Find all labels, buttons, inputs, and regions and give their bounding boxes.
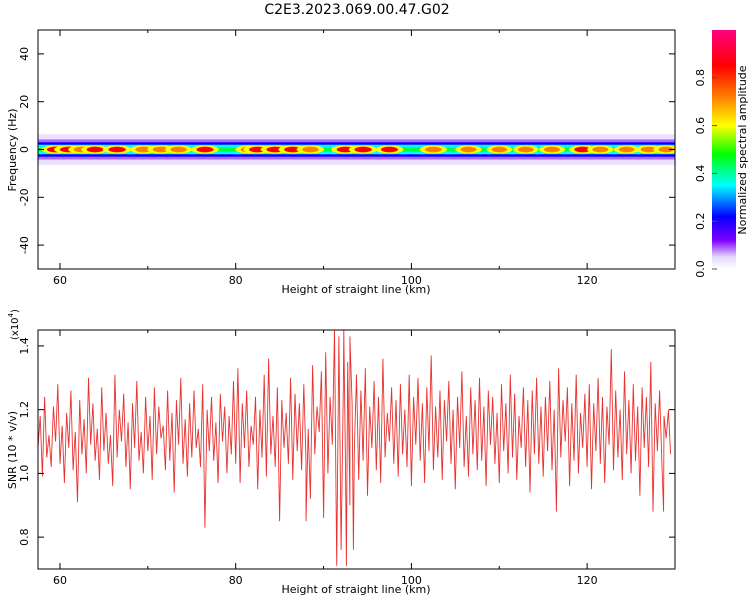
- spectral-peak: [152, 146, 170, 153]
- spectral-peak: [86, 146, 104, 153]
- snr-ylabel: SNR (10 * v/v): [6, 411, 19, 489]
- spectrogram-ytick-label: -40: [18, 236, 31, 254]
- snr-series-line: [38, 330, 672, 566]
- snr-multiplier-base: (x10: [10, 317, 21, 340]
- colorbar-gradient: [712, 30, 736, 269]
- snr-xtick-label: 120: [577, 574, 598, 587]
- snr-frame: [37, 329, 676, 570]
- colorbar-tick-label: 0.0: [694, 260, 707, 278]
- spectral-peak: [425, 146, 442, 153]
- spectral-peak: [380, 146, 398, 153]
- spectrogram-xtick-label: 80: [229, 274, 243, 287]
- colorbar-tick-label: 0.6: [694, 117, 707, 135]
- spectrogram-ytick-label: -20: [18, 188, 31, 206]
- colorbar-tick-label: 0.8: [694, 69, 707, 87]
- spectral-peak: [640, 146, 657, 153]
- colorbar: 0.0 0.2 0.4 0.6 0.8 Normalized spectral ampl…: [694, 30, 749, 278]
- snr-xtick-label: 80: [229, 574, 243, 587]
- colorbar-ticks: 0.0 0.2 0.4 0.6 0.8: [694, 69, 717, 278]
- spectral-peak: [170, 146, 187, 153]
- spectral-peak: [658, 146, 674, 153]
- spectrogram-band: [38, 134, 675, 165]
- snr-xtick-label: 100: [401, 574, 422, 587]
- spectral-peak: [517, 146, 534, 153]
- snr-panel: 60 80 100 120 0.8 1.0 1.2 1.4 Height of straigh…: [6, 309, 676, 596]
- spectrogram-xlabel: Height of straight line (km): [281, 283, 430, 296]
- snr-xlabel: Height of straight line (km): [281, 583, 430, 596]
- spectral-peak: [284, 146, 302, 153]
- spectrogram-panel: 60 80 100 120 -40 -20 0 20 40 Height of straight…: [6, 29, 676, 296]
- figure-title: C2E3.2023.069.00.47.G02: [264, 2, 449, 18]
- spectral-peak: [592, 146, 609, 153]
- spectral-peak: [108, 146, 126, 153]
- spectral-peak: [460, 146, 477, 153]
- spectral-peak: [135, 146, 152, 153]
- spectrogram-xtick-label: 60: [53, 274, 67, 287]
- snr-multiplier-close: ): [10, 309, 21, 313]
- snr-ticks: 60 80 100 120 0.8 1.0 1.2 1.4: [18, 330, 676, 587]
- spectral-peak: [196, 146, 214, 153]
- snr-xtick-label: 60: [53, 574, 67, 587]
- spectral-peak: [618, 146, 635, 153]
- snr-ytick-label: 1.2: [18, 401, 31, 419]
- colorbar-tick-label: 0.4: [694, 165, 707, 183]
- spectrogram-ticks: 60 80 100 120 -40 -20 0 20 40: [18, 30, 676, 287]
- spectral-peak: [302, 146, 319, 153]
- colorbar-tick-label: 0.2: [694, 212, 707, 230]
- snr-ytick-label: 0.8: [18, 528, 31, 546]
- spectrogram-xtick-label: 120: [577, 274, 598, 287]
- spectrogram-ylabel: Frequency (Hz): [6, 109, 19, 192]
- colorbar-label: Normalized spectral amplitude: [736, 65, 749, 234]
- spectral-peak: [574, 146, 592, 153]
- spectral-peak: [354, 146, 372, 153]
- spectral-peak: [544, 146, 560, 153]
- svg-text:(x104): (x104): [7, 309, 21, 340]
- spectrogram-ytick-label: 0: [18, 146, 31, 153]
- snr-multiplier: (x104): [7, 309, 21, 340]
- spectrogram-ytick-label: 20: [18, 95, 31, 109]
- spectrogram-xtick-label: 100: [401, 274, 422, 287]
- snr-ytick-label: 1.0: [18, 465, 31, 483]
- spectral-peak: [491, 146, 508, 153]
- snr-multiplier-exp: 4: [7, 312, 15, 317]
- spectrogram-ytick-label: 40: [18, 47, 31, 61]
- snr-ytick-label: 1.4: [18, 337, 31, 355]
